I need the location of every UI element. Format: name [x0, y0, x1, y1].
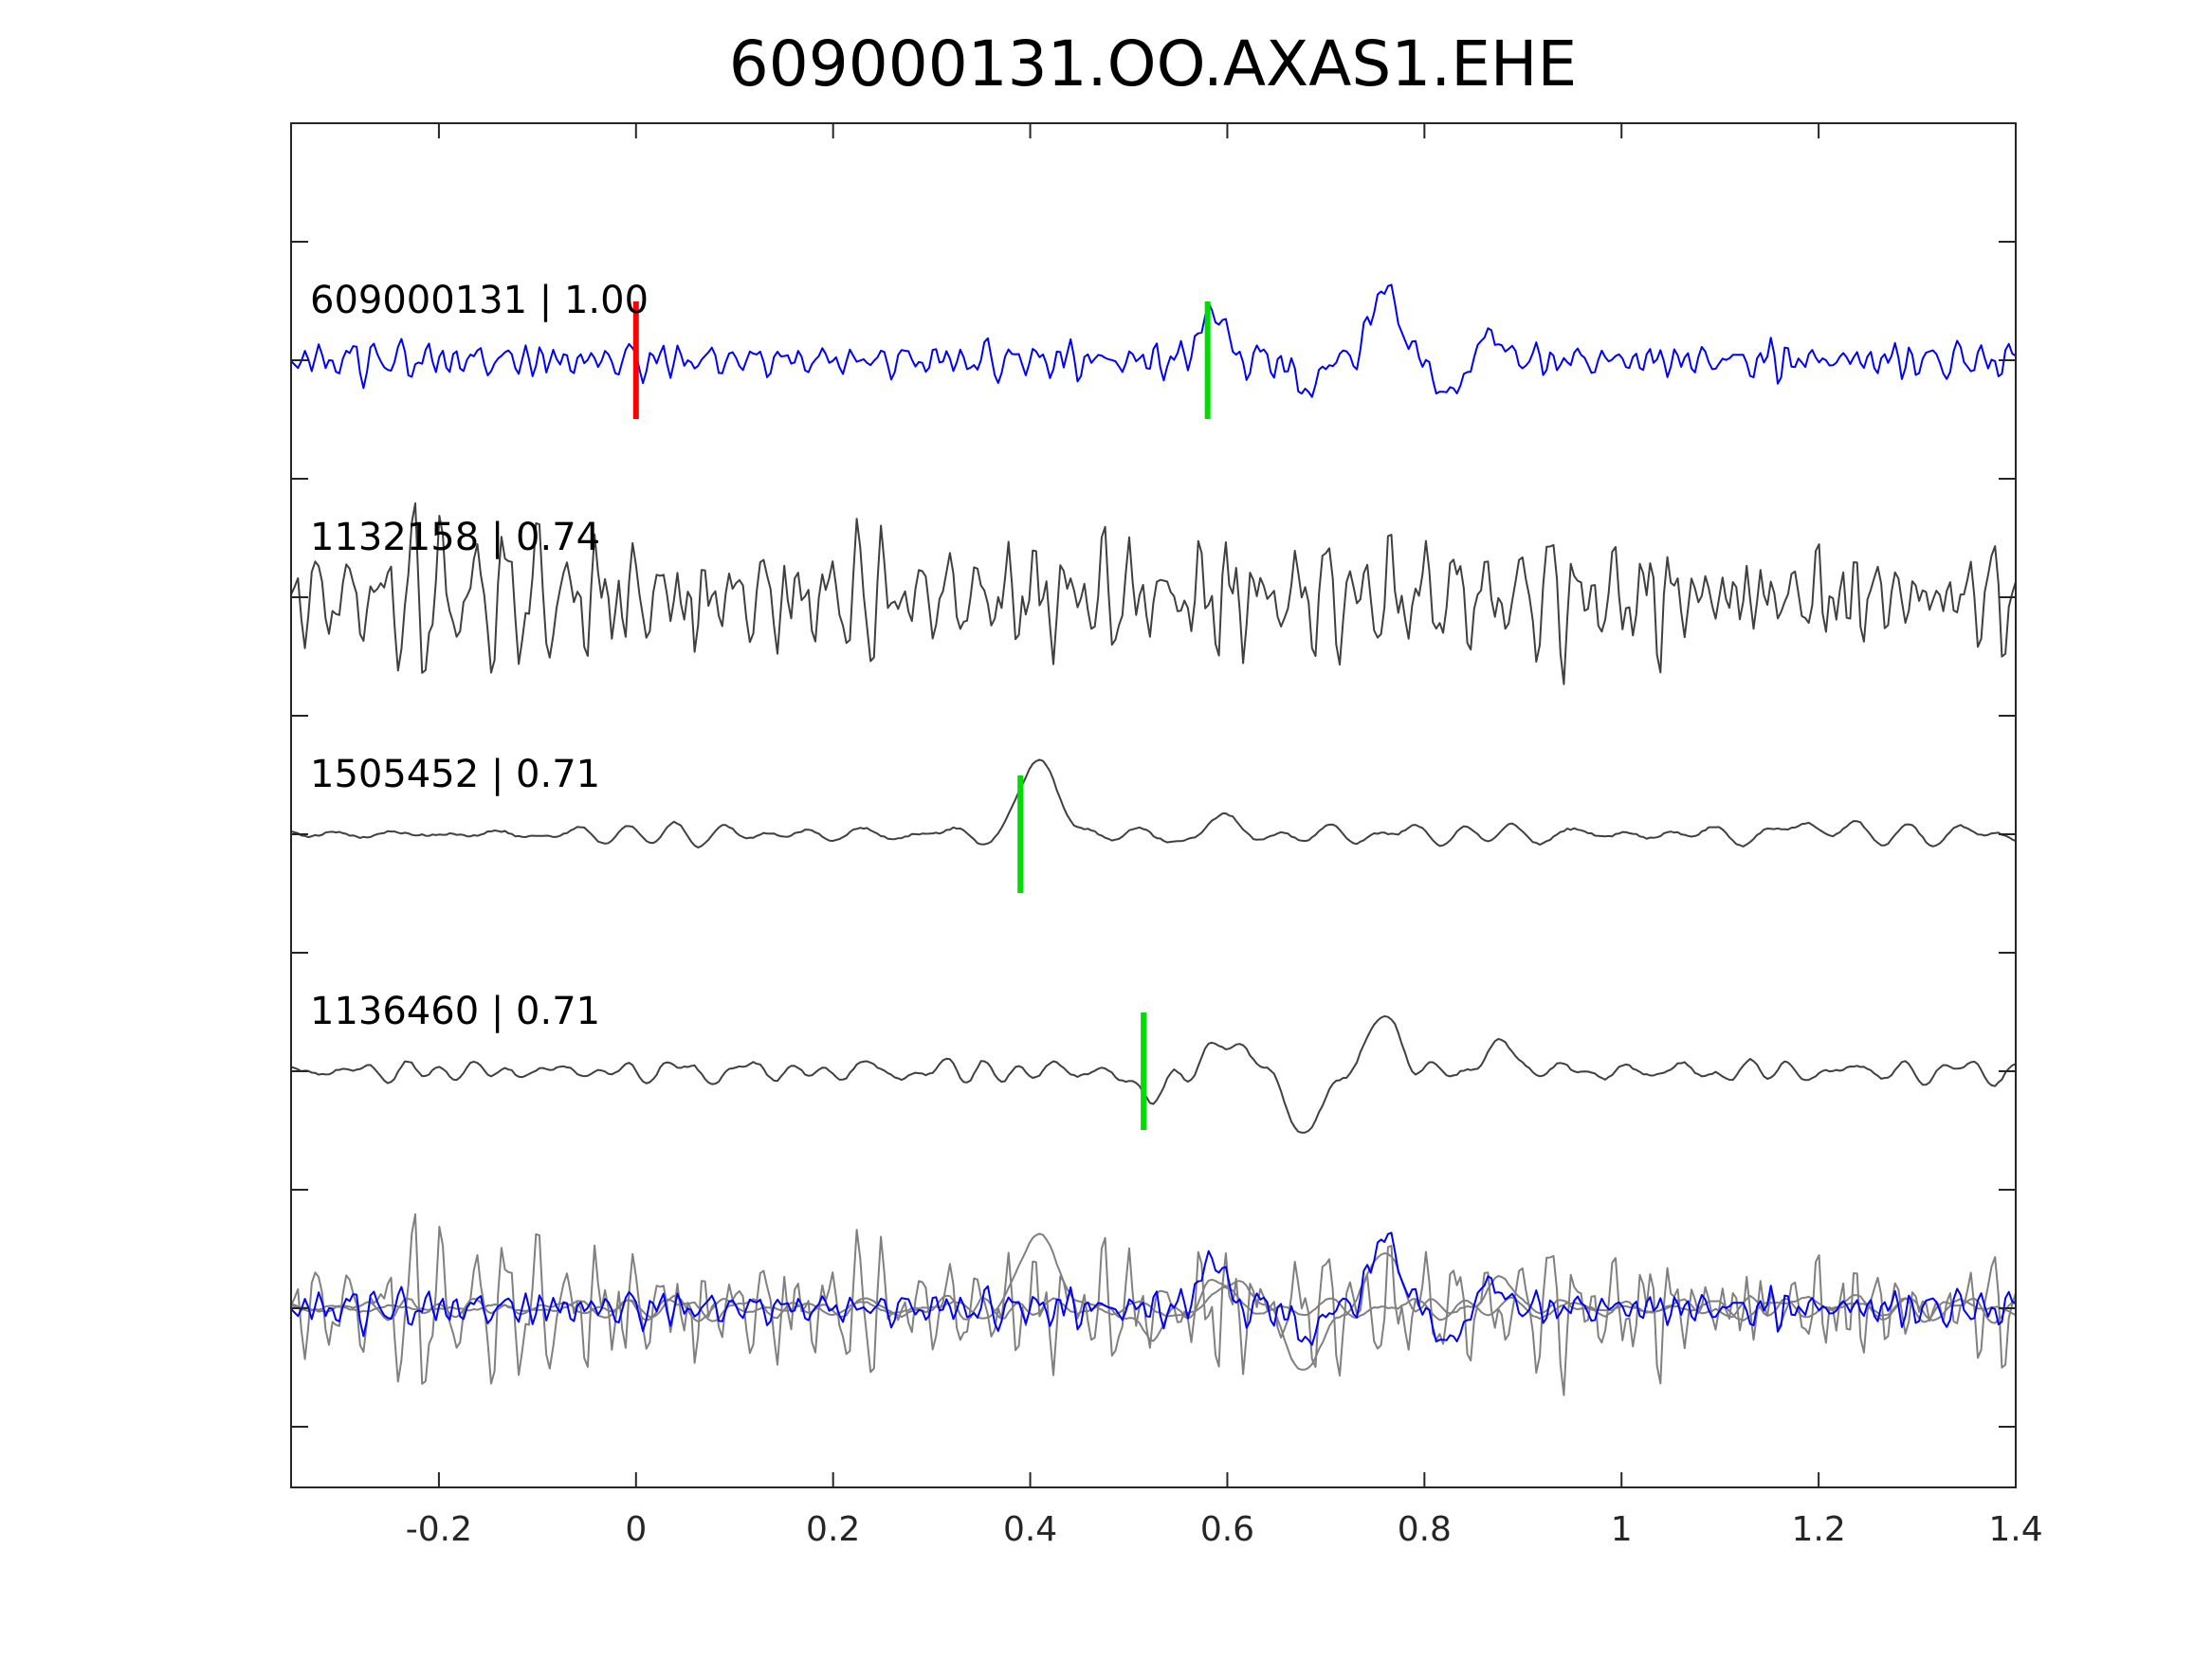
overlay-trace-3	[290, 1252, 2017, 1371]
trace-line-3	[290, 1015, 2017, 1134]
x-tick-label-3: 0.4	[1003, 1510, 1057, 1549]
x-tick-label-5: 0.8	[1398, 1510, 1452, 1549]
trace-label-0: 609000131 | 1.00	[310, 279, 649, 322]
trace-line-2	[290, 758, 2017, 848]
overlay-trace-2	[290, 1232, 2017, 1322]
x-tick-label-7: 1.2	[1791, 1510, 1845, 1549]
trace-line-0	[290, 283, 2017, 398]
overlay-trace-0	[290, 1231, 2017, 1346]
axes-box	[290, 122, 2017, 1488]
chart-title: 609000131.OO.AXAS1.EHE	[729, 27, 1578, 100]
axis-ticks: -0.2 0 0.2 0.4 0.6 0.8 1 1.2 1.4	[291, 123, 2043, 1549]
x-tick-label-2: 0.2	[806, 1510, 860, 1549]
x-tick-label-4: 0.6	[1200, 1510, 1254, 1549]
x-tick-label-0: -0.2	[406, 1510, 472, 1549]
trace-label-3: 1136460 | 0.71	[310, 990, 600, 1033]
trace-label-2: 1505452 | 0.71	[310, 753, 600, 796]
trace-label-1: 1132158 | 0.74	[310, 516, 600, 559]
x-tick-label-6: 1	[1611, 1510, 1633, 1549]
trace-labels: 609000131 | 1.00 1132158 | 0.74 1505452 | …	[310, 279, 649, 1033]
trace-line-1	[290, 501, 2017, 685]
x-tick-label-1: 0	[625, 1510, 647, 1549]
x-tick-label-8: 1.4	[1988, 1510, 2042, 1549]
plot-area	[290, 283, 2017, 1396]
